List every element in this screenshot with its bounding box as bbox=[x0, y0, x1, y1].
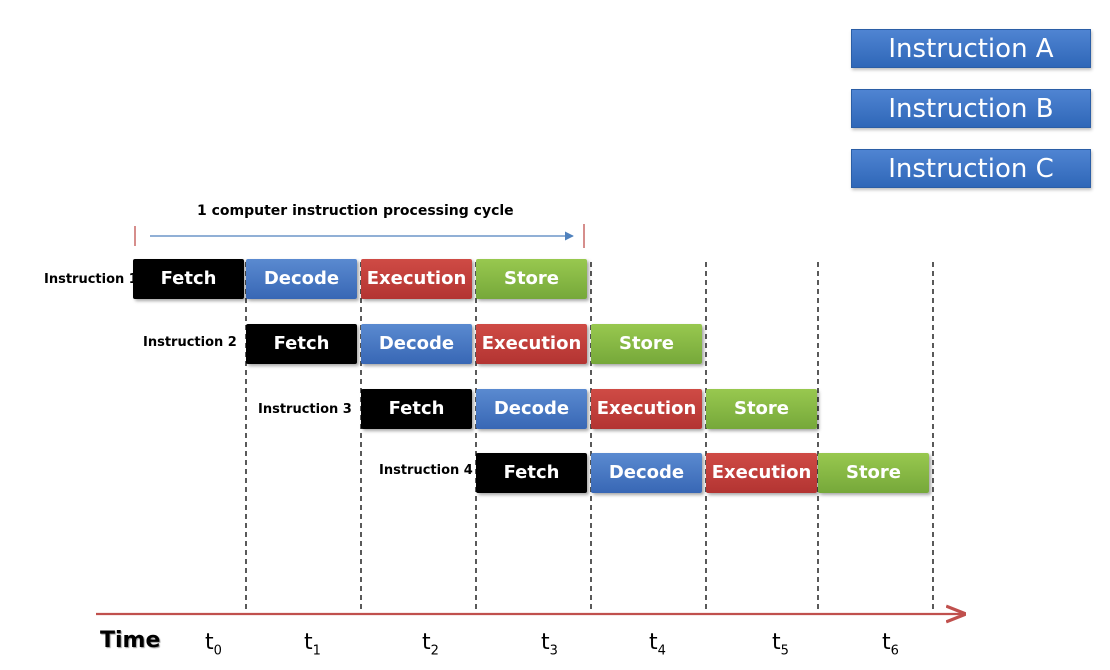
stage-store-instruction-2: Store bbox=[591, 324, 702, 364]
stage-execution-instruction-4: Execution bbox=[706, 453, 817, 493]
time-tick-t3: t3 bbox=[541, 630, 558, 659]
row-label-instruction-4: Instruction 4 bbox=[379, 463, 473, 478]
row-label-instruction-1: Instruction 1 bbox=[44, 272, 138, 287]
stage-execution-instruction-1: Execution bbox=[361, 259, 472, 299]
cycle-label: 1 computer instruction processing cycle bbox=[197, 203, 514, 219]
time-tick-t1: t1 bbox=[304, 630, 321, 659]
stage-fetch-instruction-1: Fetch bbox=[133, 259, 244, 299]
row-label-instruction-3: Instruction 3 bbox=[258, 402, 352, 417]
stage-decode-instruction-1: Decode bbox=[246, 259, 357, 299]
stage-execution-instruction-3: Execution bbox=[591, 389, 702, 429]
stage-decode-instruction-4: Decode bbox=[591, 453, 702, 493]
stage-decode-instruction-3: Decode bbox=[476, 389, 587, 429]
legend-instruction-c: Instruction C bbox=[851, 149, 1091, 188]
time-tick-t5: t5 bbox=[772, 630, 789, 659]
stage-execution-instruction-2: Execution bbox=[476, 324, 587, 364]
legend-instruction-b: Instruction B bbox=[851, 89, 1091, 128]
stage-store-instruction-4: Store bbox=[818, 453, 929, 493]
legend-instruction-a: Instruction A bbox=[851, 29, 1091, 68]
time-tick-t4: t4 bbox=[649, 630, 666, 659]
stage-store-instruction-3: Store bbox=[706, 389, 817, 429]
stage-fetch-instruction-2: Fetch bbox=[246, 324, 357, 364]
time-axis-label: Time bbox=[100, 628, 161, 653]
stage-store-instruction-1: Store bbox=[476, 259, 587, 299]
time-tick-t6: t6 bbox=[882, 630, 899, 659]
row-label-instruction-2: Instruction 2 bbox=[143, 335, 237, 350]
stage-fetch-instruction-4: Fetch bbox=[476, 453, 587, 493]
time-tick-t2: t2 bbox=[422, 630, 439, 659]
time-tick-t0: t0 bbox=[205, 630, 222, 659]
stage-decode-instruction-2: Decode bbox=[361, 324, 472, 364]
stage-fetch-instruction-3: Fetch bbox=[361, 389, 472, 429]
